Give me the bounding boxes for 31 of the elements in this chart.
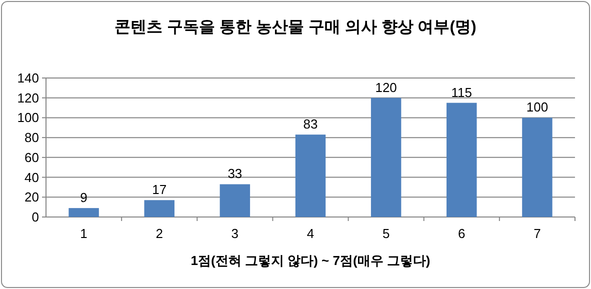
bar [295,134,326,217]
bar [144,200,174,217]
y-tick-label: 0 [32,210,39,224]
chart-title: 콘텐츠 구독을 통한 농산물 구매 의사 향상 여부(명) [114,19,476,36]
x-tick-label: 6 [458,226,466,241]
bar [370,98,402,217]
data-label: 100 [526,100,548,115]
data-label: 9 [80,190,88,206]
x-tick-label: 4 [306,226,314,241]
x-tick-label: 2 [156,226,163,241]
data-label: 83 [303,116,318,132]
y-tick-label: 100 [17,110,39,126]
data-label: 33 [228,166,242,182]
bar [522,118,552,217]
x-tick-label: 1 [80,226,88,241]
x-tick-label: 3 [231,226,239,241]
y-tick-label: 60 [24,150,39,165]
bar [220,184,250,217]
bar [446,102,477,217]
x-tick-label: 5 [382,226,390,241]
bar [68,208,99,217]
x-axis-title: 1점(전혀 그렇지 않다) ~ 7점(매우 그렇다) [190,253,430,268]
y-tick-label: 20 [24,190,39,205]
data-label: 115 [451,84,472,100]
y-tick-label: 140 [17,70,39,86]
y-tick-label: 120 [17,90,39,106]
x-tick-label: 7 [534,226,541,241]
data-label: 120 [375,80,397,95]
data-label: 17 [152,182,167,198]
y-tick-label: 40 [24,170,39,185]
y-tick-label: 80 [24,130,39,146]
